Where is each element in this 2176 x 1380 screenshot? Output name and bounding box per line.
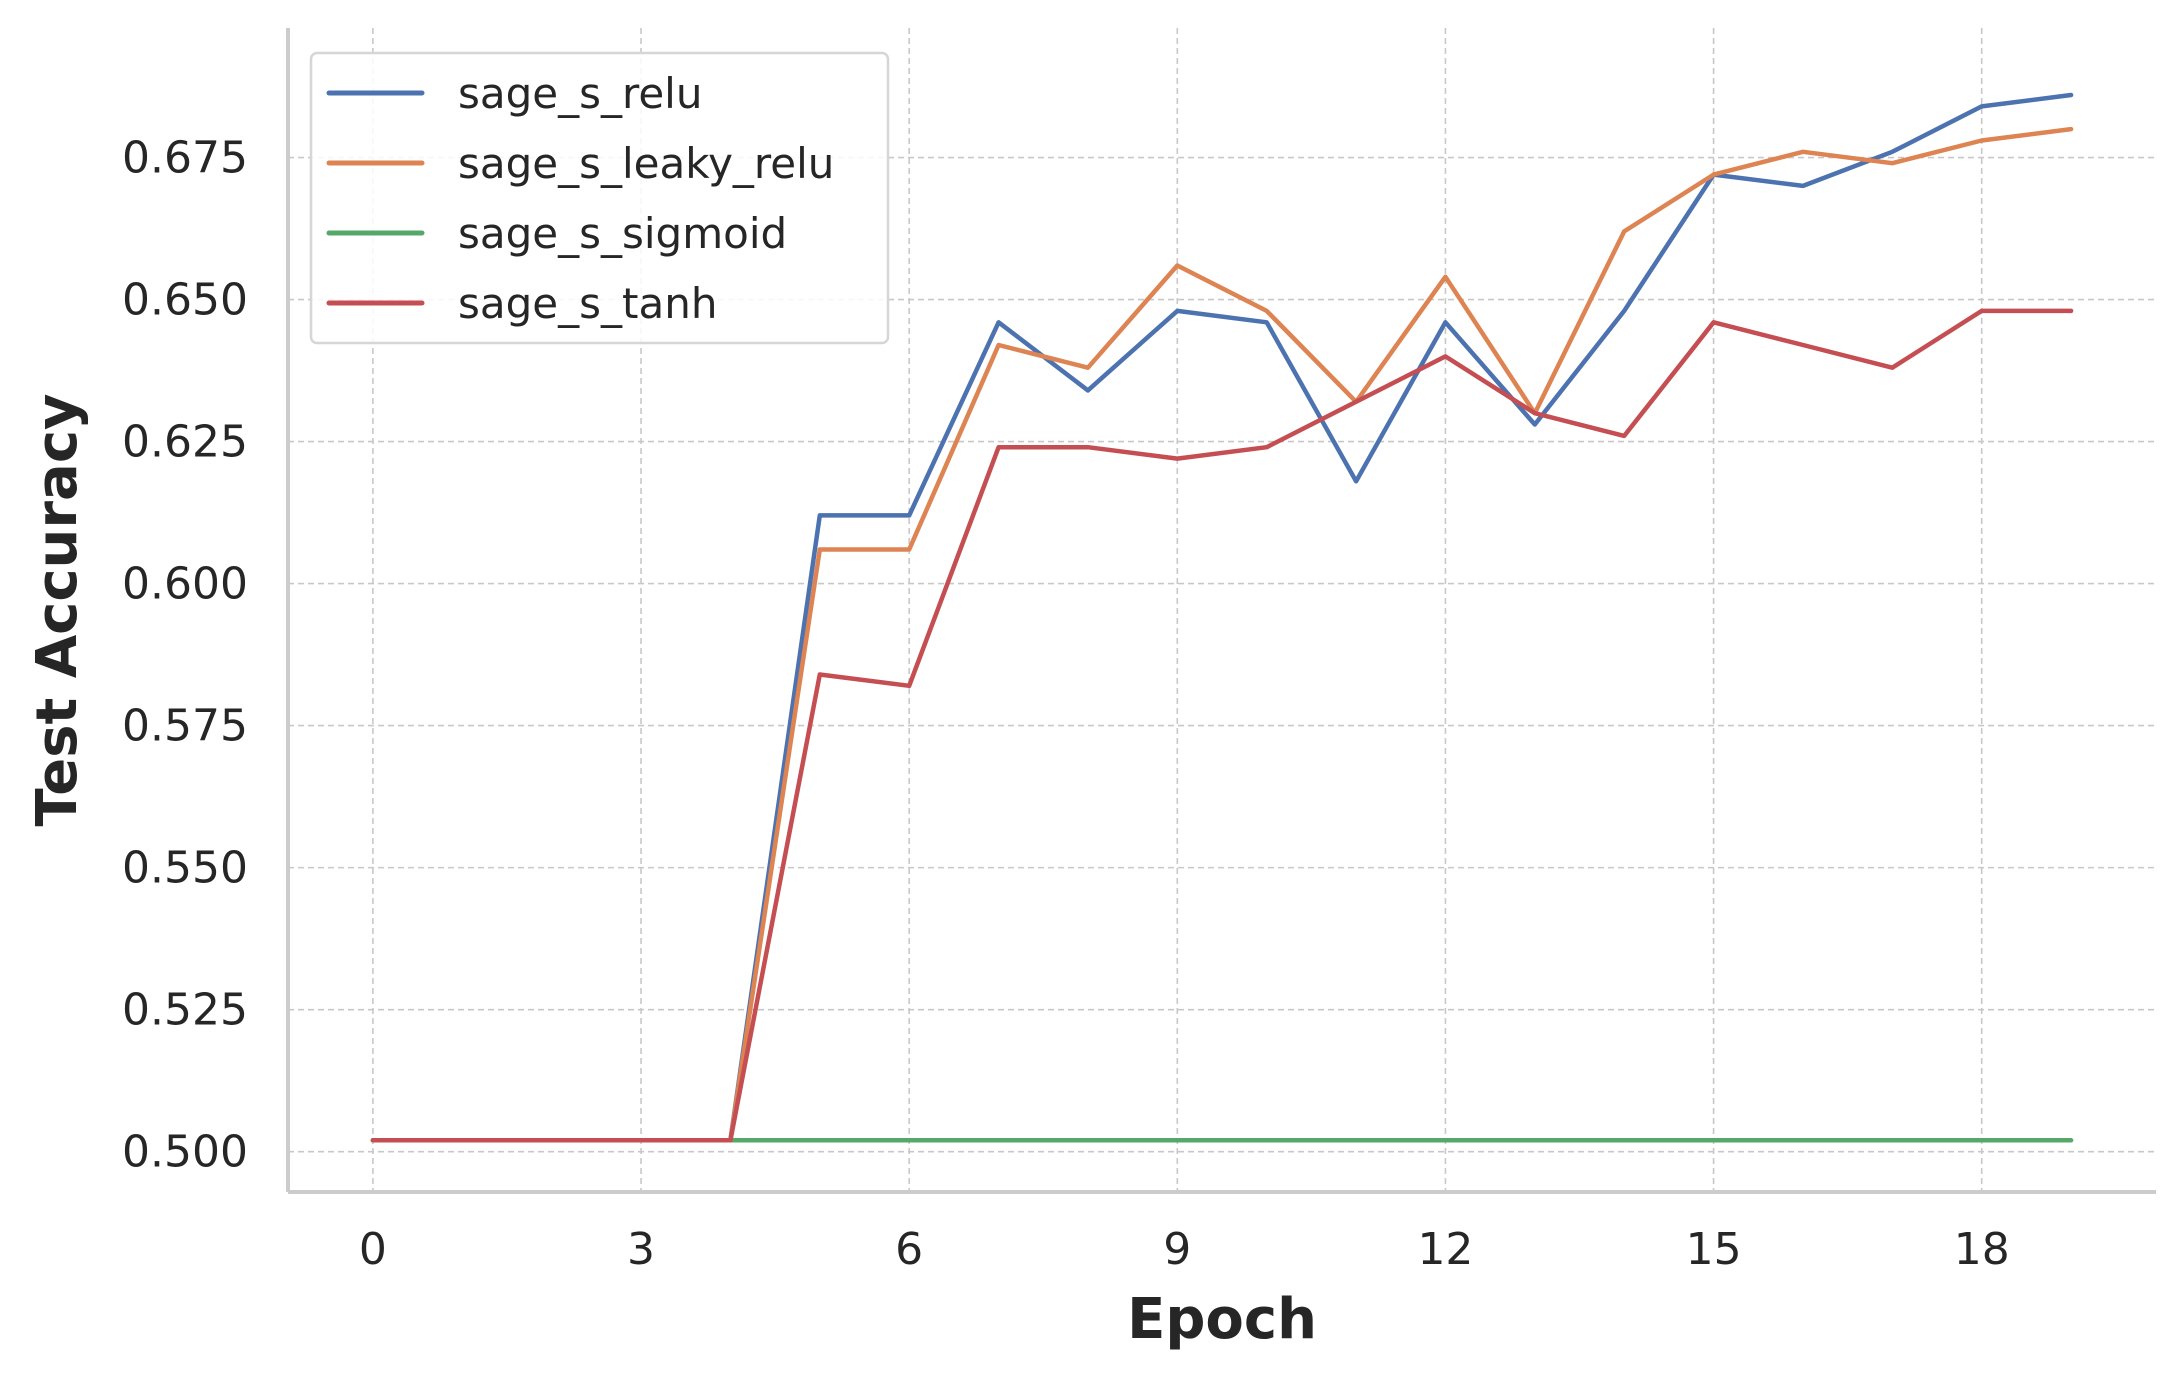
legend-items: sage_s_relu sage_s_leaky_relu sage_s_sigmo… xyxy=(326,69,834,328)
y-axis-title: Test Accuracy xyxy=(25,393,90,826)
y-tick-label: 0.575 xyxy=(122,701,248,752)
x-tick-label: 6 xyxy=(895,1224,923,1275)
y-tick-label: 0.625 xyxy=(122,417,248,468)
x-tick-label: 0 xyxy=(359,1224,387,1275)
y-tick-label: 0.600 xyxy=(122,559,248,610)
x-tick-label: 15 xyxy=(1686,1224,1742,1275)
y-tick-label: 0.650 xyxy=(122,275,248,326)
x-axis-title: Epoch xyxy=(1127,1287,1317,1352)
legend: sage_s_relu sage_s_leaky_relu sage_s_sigmo… xyxy=(309,51,890,345)
legend-label: sage_s_sigmoid xyxy=(458,209,787,258)
legend-label: sage_s_relu xyxy=(458,69,702,118)
x-tick-labels: 0 3 6 9 12 15 18 xyxy=(359,1224,2010,1275)
y-tick-labels: 0.500 0.525 0.550 0.575 0.600 0.625 0.650 0.675 xyxy=(122,133,248,1178)
y-tick-label: 0.500 xyxy=(122,1127,248,1178)
series-line-sage-s-tanh xyxy=(370,308,2074,1143)
x-tick-label: 9 xyxy=(1163,1224,1191,1275)
axes-spines xyxy=(286,28,2156,1194)
y-tick-label: 0.675 xyxy=(122,133,248,184)
x-tick-label: 3 xyxy=(627,1224,655,1275)
y-tick-label: 0.525 xyxy=(122,985,248,1036)
legend-label: sage_s_leaky_relu xyxy=(458,139,834,188)
x-tick-label: 12 xyxy=(1417,1224,1473,1275)
y-tick-label: 0.550 xyxy=(122,843,248,894)
x-tick-label: 18 xyxy=(1954,1224,2010,1275)
series-lines xyxy=(370,92,2074,1143)
legend-label: sage_s_tanh xyxy=(458,279,717,328)
legend-frame xyxy=(309,51,890,345)
